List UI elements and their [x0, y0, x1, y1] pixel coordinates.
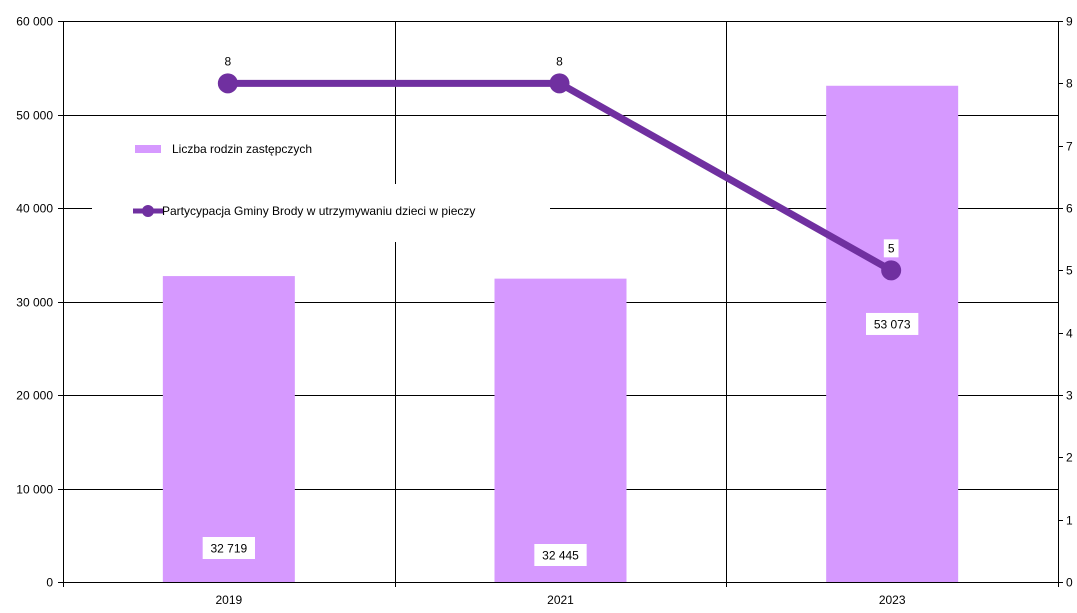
y-right-tick-label: 7 [1066, 140, 1073, 154]
line-value-label-2019-bg [220, 52, 236, 71]
x-tick-label: 2019 [215, 593, 242, 607]
line-value-label-2021-group: 8 [552, 52, 567, 71]
legend-line-marker [142, 205, 154, 217]
line-point-2019 [217, 73, 238, 94]
line-value-label-2023-group: 5 [883, 239, 899, 258]
bar-value-label-2023-group: 53 073 [866, 312, 919, 335]
line-value-label-2021: 8 [556, 55, 563, 69]
y-left-tick-label: 20 000 [16, 389, 53, 403]
legend-line-background [92, 184, 550, 242]
line-value-label-2021-bg [552, 52, 567, 71]
bar-2019 [162, 276, 295, 582]
line-point-2023 [881, 260, 902, 281]
x-tick-label: 2023 [879, 593, 906, 607]
y-left-tick-label: 60 000 [16, 15, 53, 29]
y-left-tick-label: 0 [46, 576, 53, 590]
bar-value-label-2019-group: 32 719 [202, 537, 255, 559]
bar-2021 [494, 278, 627, 582]
line-path [224, 79, 895, 274]
line-value-label-2023-bg [883, 239, 899, 258]
y-right-tick-label: 3 [1066, 389, 1073, 403]
y-right-tick-label: 5 [1066, 264, 1073, 278]
x-tick-label: 2021 [547, 593, 574, 607]
y-left-tick-label: 50 000 [16, 109, 53, 123]
legend-line-label: Partycypacja Gminy Brody w utrzymywaniu … [162, 204, 475, 218]
y-left-tick-label: 40 000 [16, 202, 53, 216]
bar-value-label-2021-bg [534, 544, 587, 566]
line-point-2021 [549, 73, 570, 94]
bar-value-label-2023: 53 073 [874, 317, 911, 331]
y-right-tick-label: 0 [1066, 576, 1073, 590]
legend-bar-label: Liczba rodzin zastępczych [172, 142, 312, 156]
line-value-label-2019-group: 8 [220, 52, 236, 71]
y-right-tick-label: 4 [1066, 327, 1073, 341]
y-right-tick-label: 2 [1066, 451, 1073, 465]
line-value-label-2023: 5 [888, 242, 895, 256]
y-right-tick-label: 6 [1066, 202, 1073, 216]
bar-value-label-2019: 32 719 [210, 541, 247, 555]
bar-value-label-2023-bg [866, 312, 919, 335]
y-right-tick-label: 9 [1066, 15, 1073, 29]
data-labels: 32 719 32 445 53 073 8 8 5 [202, 52, 919, 566]
bar-value-label-2019-bg [202, 537, 255, 559]
line-series [217, 73, 902, 281]
line-value-label-2019: 8 [224, 55, 231, 69]
y-left-tick-label: 30 000 [16, 296, 53, 310]
bar-value-label-2021-group: 32 445 [534, 544, 587, 566]
bar-value-label-2021: 32 445 [542, 548, 579, 562]
y-left-tick-label: 10 000 [16, 483, 53, 497]
axes: 0 10 000 20 000 30 000 40 000 50 000 60 000 0 1 2… [16, 15, 1073, 608]
legend: Liczba rodzin zastępczych Partycypacja G… [92, 130, 550, 242]
bar-series [162, 85, 959, 582]
y-right-tick-label: 1 [1066, 514, 1073, 528]
legend-bar-swatch [135, 145, 161, 153]
y-right-tick-label: 8 [1066, 77, 1073, 91]
